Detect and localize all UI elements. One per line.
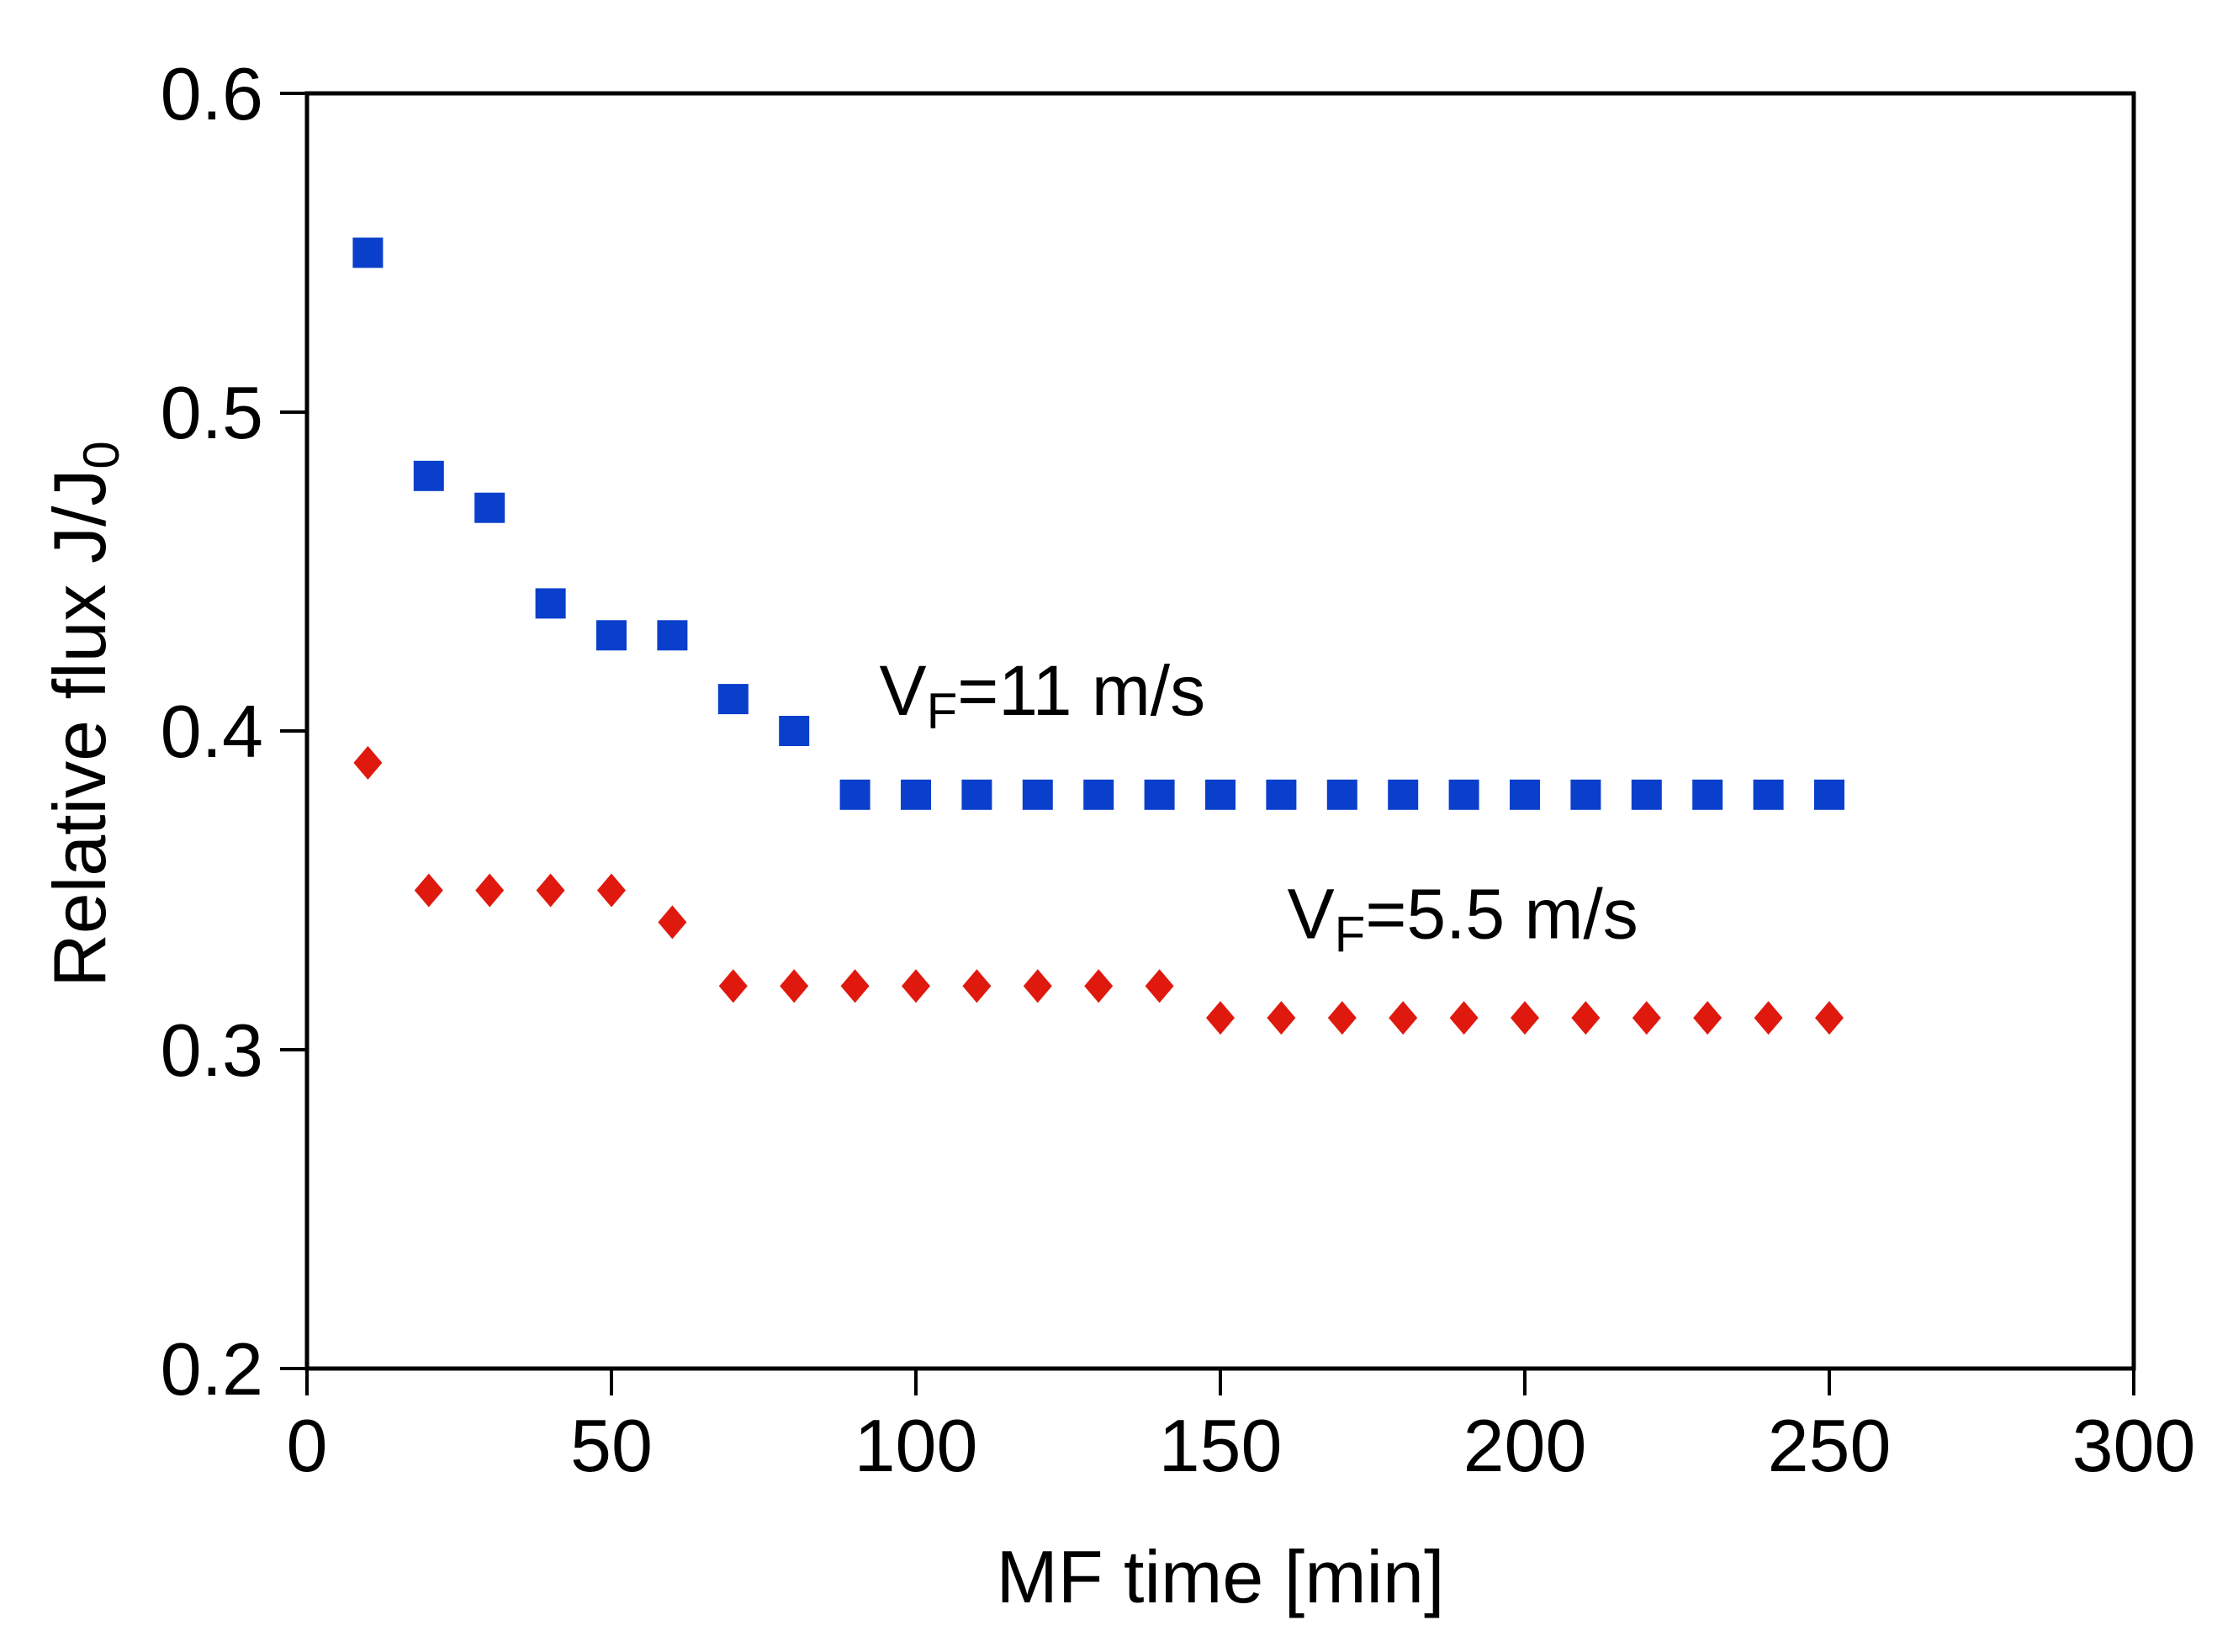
data-point-diamond — [353, 745, 383, 780]
data-point-diamond — [1449, 1001, 1479, 1035]
data-point-diamond — [414, 873, 443, 908]
axis-ticks — [280, 92, 2135, 1395]
data-point-diamond — [475, 873, 505, 908]
annotation-vf-5-5-subscript: F — [1335, 906, 1366, 962]
data-point-square — [1753, 779, 1784, 810]
data-point-square — [1266, 779, 1297, 810]
x-tick-label: 200 — [1463, 1404, 1587, 1487]
data-point-diamond — [1815, 1001, 1844, 1035]
data-point-diamond — [1571, 1001, 1601, 1035]
y-tick-label: 0.5 — [161, 371, 263, 454]
x-tick-label: 0 — [287, 1404, 328, 1487]
data-point-diamond — [658, 905, 687, 940]
y-tick-label: 0.3 — [161, 1009, 263, 1092]
data-point-square — [779, 716, 810, 746]
data-point-diamond — [962, 969, 992, 1003]
data-point-square — [901, 779, 931, 810]
data-point-diamond — [1693, 1001, 1722, 1035]
plot-frame — [304, 91, 2136, 1371]
x-tick-label: 150 — [1159, 1404, 1283, 1487]
data-point-diamond — [597, 873, 626, 908]
y-tick-label: 0.6 — [161, 52, 263, 135]
data-points — [352, 237, 1844, 1035]
data-point-diamond — [1327, 1001, 1357, 1035]
series-1 — [352, 237, 1844, 810]
data-point-diamond — [840, 969, 870, 1003]
data-point-diamond — [902, 969, 930, 1003]
data-point-square — [657, 620, 688, 651]
data-point-square — [839, 779, 870, 810]
data-point-diamond — [1206, 1001, 1235, 1035]
data-point-square — [1631, 779, 1662, 810]
data-point-square — [1570, 779, 1601, 810]
data-point-square — [1510, 779, 1540, 810]
data-point-square — [596, 620, 627, 651]
data-point-square — [1083, 779, 1114, 810]
annotation-vf-11: VF=11 m/s — [880, 651, 1206, 739]
data-point-diamond — [536, 873, 565, 908]
y-tick-label: 0.2 — [161, 1327, 263, 1411]
series-2 — [353, 745, 1844, 1035]
y-axis-title-main: Relative flux J/J — [38, 469, 121, 987]
data-point-square — [1814, 779, 1844, 810]
data-point-square — [1144, 779, 1175, 810]
data-point-diamond — [1511, 1001, 1539, 1035]
data-point-square — [474, 492, 505, 523]
x-axis-title: MF time [min] — [997, 1535, 1445, 1618]
x-tick-label: 250 — [1768, 1404, 1892, 1487]
annotation-vf-11-subscript: F — [927, 683, 958, 739]
data-point-square — [535, 588, 566, 619]
data-point-square — [1388, 779, 1419, 810]
tick-labels: 0 50 100 150 200 250 300 0.2 0.3 0.4 0.5 0.6 — [161, 52, 2196, 1487]
data-point-diamond — [1267, 1001, 1296, 1035]
data-point-square — [1326, 779, 1357, 810]
data-point-square — [352, 237, 384, 268]
data-point-diamond — [1632, 1001, 1661, 1035]
data-point-diamond — [1754, 1001, 1783, 1035]
x-tick-label: 50 — [570, 1404, 653, 1487]
y-axis-title-subscript: 0 — [73, 441, 130, 469]
data-point-diamond — [1084, 969, 1114, 1003]
data-point-square — [961, 779, 992, 810]
data-point-square — [1205, 779, 1236, 810]
data-point-diamond — [1145, 969, 1174, 1003]
annotation-vf-5-5: VF=5.5 m/s — [1288, 874, 1638, 962]
data-point-diamond — [718, 969, 748, 1003]
annotation-vf-11-rest: =11 m/s — [957, 651, 1205, 730]
data-point-diamond — [780, 969, 809, 1003]
x-tick-label: 300 — [2072, 1404, 2196, 1487]
x-tick-label: 100 — [855, 1404, 978, 1487]
annotation-vf-5-5-main: V — [1288, 874, 1335, 953]
data-point-square — [1692, 779, 1723, 810]
y-tick-label: 0.4 — [161, 690, 263, 773]
data-point-square — [717, 684, 749, 715]
y-axis-title: Relative flux J/J0 — [38, 441, 130, 987]
data-point-square — [1448, 779, 1479, 810]
annotation-vf-5-5-rest: =5.5 m/s — [1365, 874, 1638, 953]
data-point-diamond — [1389, 1001, 1418, 1035]
data-point-square — [413, 460, 444, 491]
data-point-square — [1022, 779, 1053, 810]
data-point-diamond — [1023, 969, 1052, 1003]
annotation-vf-11-main: V — [880, 651, 927, 730]
